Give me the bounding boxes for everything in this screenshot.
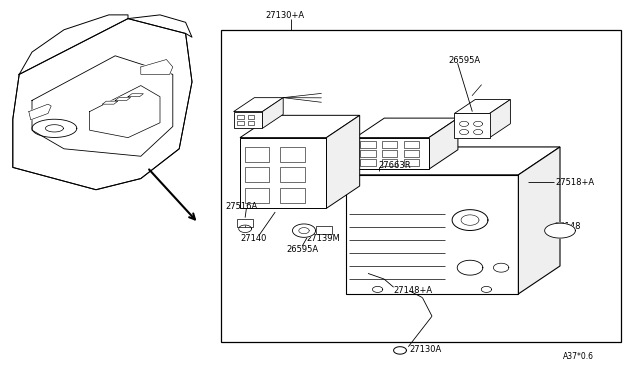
Polygon shape <box>518 147 560 294</box>
Polygon shape <box>452 210 488 231</box>
Polygon shape <box>234 98 283 112</box>
Polygon shape <box>102 101 118 104</box>
Bar <box>346 175 518 294</box>
Bar <box>221 30 621 342</box>
Text: 27148+A: 27148+A <box>394 286 433 295</box>
Polygon shape <box>128 94 143 97</box>
Bar <box>248 115 254 119</box>
Polygon shape <box>429 118 458 169</box>
Polygon shape <box>545 223 575 238</box>
Bar <box>245 188 269 203</box>
Polygon shape <box>454 100 511 113</box>
Text: 27139M: 27139M <box>306 234 340 243</box>
Bar <box>382 141 397 148</box>
Polygon shape <box>29 104 51 120</box>
Polygon shape <box>262 98 283 128</box>
Bar <box>404 150 419 157</box>
Bar <box>280 147 305 162</box>
Polygon shape <box>346 147 560 175</box>
Bar <box>360 150 376 157</box>
Bar <box>245 167 269 182</box>
Text: 27516A: 27516A <box>225 202 257 211</box>
Polygon shape <box>481 286 492 292</box>
Polygon shape <box>32 56 173 156</box>
Bar <box>382 159 397 166</box>
Bar <box>382 150 397 157</box>
Text: 27130+A: 27130+A <box>266 11 305 20</box>
Polygon shape <box>141 60 173 74</box>
Polygon shape <box>115 97 131 100</box>
Bar <box>280 188 305 203</box>
Bar <box>280 167 305 182</box>
Bar <box>237 121 244 125</box>
Bar <box>404 141 419 148</box>
Polygon shape <box>90 86 160 138</box>
Text: 27663R: 27663R <box>379 161 412 170</box>
Bar <box>360 159 376 166</box>
Bar <box>316 226 332 234</box>
Text: A37*0.6: A37*0.6 <box>563 352 594 361</box>
Text: 27130A: 27130A <box>410 345 442 354</box>
Bar <box>248 121 254 125</box>
Text: 27518+A: 27518+A <box>556 178 595 187</box>
Polygon shape <box>355 118 458 138</box>
Bar <box>404 159 419 166</box>
Bar <box>245 147 269 162</box>
Text: 27140: 27140 <box>240 234 266 243</box>
Bar <box>454 113 490 138</box>
Polygon shape <box>457 260 483 275</box>
Text: 26595A: 26595A <box>287 246 319 254</box>
Polygon shape <box>13 19 192 190</box>
Bar <box>237 115 244 119</box>
Polygon shape <box>372 286 383 292</box>
Bar <box>360 141 376 148</box>
Bar <box>240 138 326 208</box>
Polygon shape <box>240 115 360 138</box>
Bar <box>355 138 429 169</box>
Bar <box>237 219 253 227</box>
Polygon shape <box>493 263 509 272</box>
Polygon shape <box>292 224 316 237</box>
Text: 27148: 27148 <box>554 222 580 231</box>
Polygon shape <box>394 347 406 354</box>
Polygon shape <box>326 115 360 208</box>
Bar <box>234 112 262 128</box>
Polygon shape <box>490 100 511 138</box>
Text: 26595A: 26595A <box>448 56 480 65</box>
